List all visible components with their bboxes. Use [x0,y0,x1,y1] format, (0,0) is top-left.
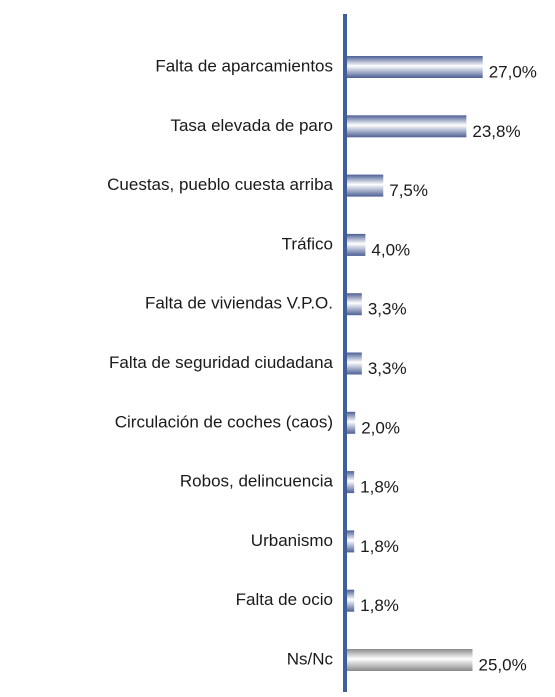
category-label: Urbanismo [251,531,333,550]
bar [345,649,473,671]
category-label: Falta de seguridad ciudadana [109,353,334,372]
value-label: 1,8% [360,596,399,615]
value-label: 4,0% [371,240,410,259]
category-label: Robos, delincuencia [180,472,334,491]
bar [345,115,467,138]
bar [345,293,362,316]
category-label: Falta de ocio [236,590,333,609]
bar [345,411,356,434]
category-label: Circulación de coches (caos) [115,412,333,431]
category-label: Tasa elevada de paro [170,116,333,135]
value-label: 3,3% [368,300,407,319]
category-label: Tráfico [282,234,333,253]
value-label: 3,3% [368,359,407,378]
category-label: Falta de viviendas V.P.O. [145,294,333,313]
category-label: Falta de aparcamientos [155,56,333,75]
value-label: 2,0% [361,418,400,437]
category-label: Cuestas, pueblo cuesta arriba [107,175,333,194]
value-label: 27,0% [489,62,537,81]
bar [345,471,355,494]
bar [345,56,483,78]
value-label: 1,8% [360,478,399,497]
value-label: 1,8% [360,537,399,556]
category-label: Ns/Nc [287,649,334,668]
bar [345,233,366,256]
value-label: 25,0% [479,655,527,674]
bar [345,174,384,197]
value-label: 23,8% [472,122,520,141]
value-label: 7,5% [389,181,428,200]
bar [345,530,355,553]
bar [345,352,362,375]
bar [345,589,355,612]
